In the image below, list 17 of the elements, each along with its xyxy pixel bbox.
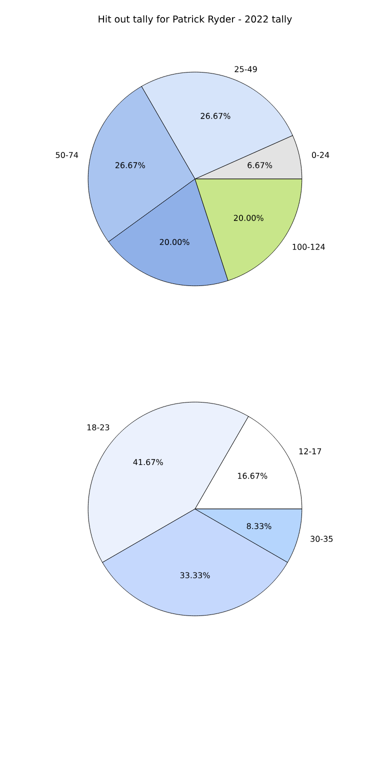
slice-label: 30-35 <box>310 536 333 542</box>
data-label: 16.67% <box>238 472 268 479</box>
slice-label: 12-17 <box>299 448 322 454</box>
slice-label: 0-24 <box>312 152 330 158</box>
data-label: 20.00% <box>160 238 190 246</box>
data-label: 26.67% <box>115 162 145 168</box>
slice-label: 18-23 <box>87 424 110 430</box>
slice-label: 100-124 <box>292 244 325 250</box>
slice-label: 25-49 <box>234 66 257 72</box>
data-label: 26.67% <box>200 112 230 119</box>
data-label: 41.67% <box>133 459 163 466</box>
data-label: 8.33% <box>246 523 272 530</box>
data-label: 33.33% <box>180 572 210 578</box>
chart-title: Hit out tally for Patrick Ryder - 2022 tally <box>98 15 292 24</box>
data-label: 6.67% <box>248 162 272 168</box>
slice-label: 50-74 <box>56 152 78 158</box>
data-label: 20.00% <box>234 214 264 221</box>
